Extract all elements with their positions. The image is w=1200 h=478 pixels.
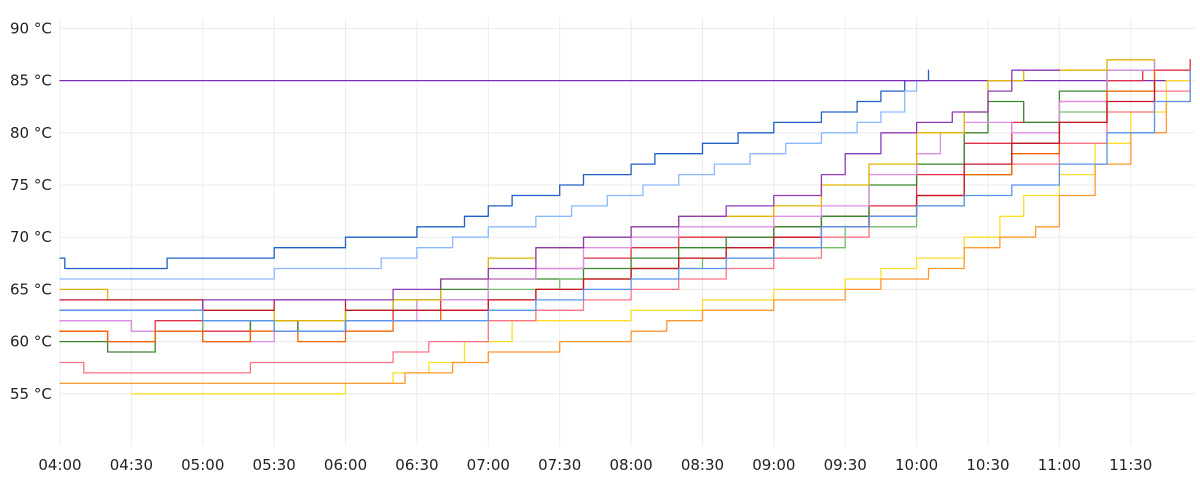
x-tick-label: 09:30 <box>824 456 867 474</box>
x-tick-label: 06:30 <box>395 456 438 474</box>
x-tick-label: 05:30 <box>253 456 296 474</box>
y-tick-label: 70 °C <box>10 228 52 246</box>
y-tick-label: 85 °C <box>10 72 52 90</box>
x-tick-label: 04:30 <box>110 456 153 474</box>
y-tick-label: 65 °C <box>10 280 52 298</box>
x-tick-label: 07:30 <box>538 456 581 474</box>
x-tick-label: 09:00 <box>752 456 795 474</box>
x-tick-label: 04:00 <box>38 456 81 474</box>
series-line-1 <box>59 79 918 280</box>
y-axis: 55 °C 60 °C 65 °C 70 °C 75 °C 80 °C 85 °C 90 °C <box>10 19 52 402</box>
x-tick-label: 05:00 <box>181 456 224 474</box>
series-line-14 <box>59 69 1191 332</box>
y-tick-label: 90 °C <box>10 19 52 37</box>
x-tick-label: 11:00 <box>1038 456 1081 474</box>
x-tick-label: 08:30 <box>681 456 724 474</box>
y-tick-label: 75 °C <box>10 176 52 194</box>
y-tick-label: 55 °C <box>10 385 52 403</box>
series-line-0 <box>59 69 930 270</box>
x-axis: 04:00 04:30 05:00 05:30 06:00 06:30 07:00 07:30… <box>38 456 1152 474</box>
x-tick-label: 11:30 <box>1109 456 1152 474</box>
grid <box>59 18 1195 446</box>
y-tick-label: 80 °C <box>10 124 52 142</box>
series-line-10 <box>59 59 1156 322</box>
series-line-7 <box>59 59 1156 353</box>
series-line-5 <box>59 69 1191 374</box>
series-line-4 <box>59 69 1191 385</box>
x-tick-label: 07:00 <box>467 456 510 474</box>
series-line-13 <box>59 69 1061 311</box>
x-tick-label: 10:30 <box>966 456 1009 474</box>
series-lines <box>59 59 1191 395</box>
x-tick-label: 10:00 <box>895 456 938 474</box>
x-tick-label: 06:00 <box>324 456 367 474</box>
x-tick-label: 08:00 <box>609 456 652 474</box>
y-tick-label: 60 °C <box>10 333 52 351</box>
